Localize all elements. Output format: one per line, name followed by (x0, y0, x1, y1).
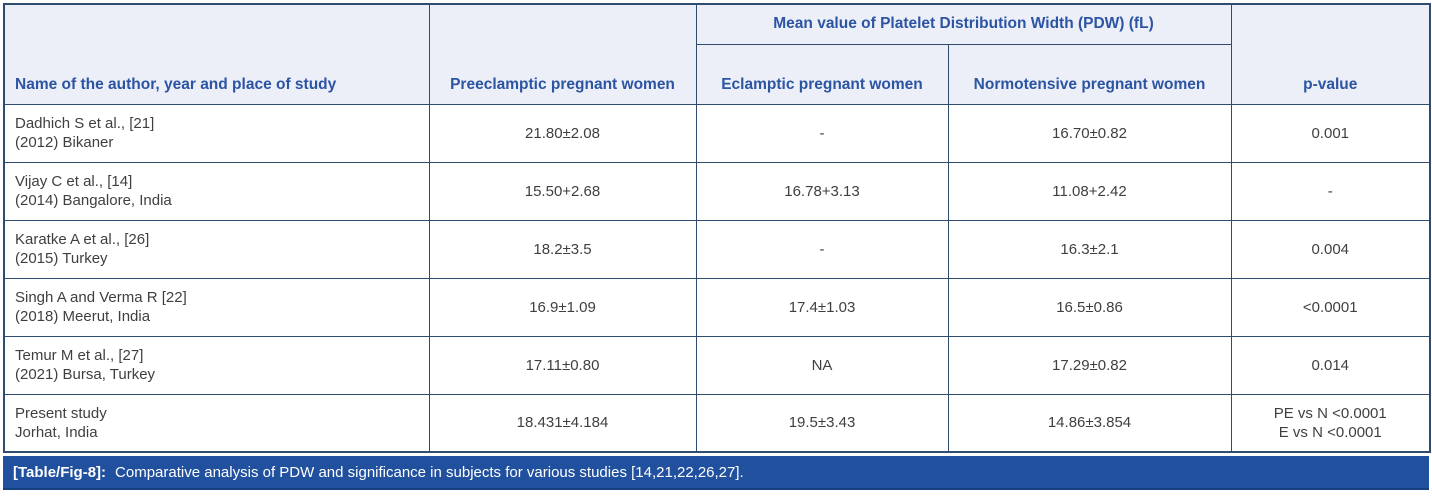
author-name: Vijay C et al., [14] (15, 173, 133, 190)
author-name: Present study (15, 404, 107, 422)
normotensive-value: 16.5±0.86 (947, 277, 1232, 337)
comparison-table: Name of the author, year and place of st… (3, 3, 1431, 453)
col-header-normotensive: Normotensive pregnant women (947, 43, 1232, 105)
col-header-author: Name of the author, year and place of st… (3, 3, 430, 105)
author-cell: Singh A and Verma R [22] (2018) Meerut, … (3, 277, 430, 337)
pvalue-value: PE vs N <0.0001 E vs N <0.0001 (1230, 393, 1431, 453)
author-cell: Temur M et al., [27] (2021) Bursa, Turke… (3, 335, 430, 395)
table-row: Temur M et al., [27] (2021) Bursa, Turke… (3, 335, 1431, 395)
eclamptic-value: - (695, 219, 949, 279)
preeclamptic-value: 21.80±2.08 (428, 103, 697, 163)
pvalue-value: 0.014 (1230, 335, 1431, 395)
caption-label: [Table/Fig-8]: (13, 463, 107, 481)
author-year-place: (2014) Bangalore, India (15, 192, 172, 209)
table-row: Karatke A et al., [26] (2015) Turkey 18.… (3, 219, 1431, 279)
author-year-place: (2021) Bursa, Turkey (15, 366, 156, 383)
author-cell: Present study Jorhat, India (3, 393, 430, 453)
author-cell: Karatke A et al., [26] (2015) Turkey (3, 219, 430, 279)
col-group-header-pdw: Mean value of Platelet Distribution Widt… (695, 3, 1232, 45)
table-row: Present study Jorhat, India 18.431±4.184… (3, 393, 1431, 453)
normotensive-value: 16.70±0.82 (947, 103, 1232, 163)
eclamptic-value: 16.78+3.13 (695, 161, 949, 221)
pvalue-value: <0.0001 (1230, 277, 1431, 337)
preeclamptic-value: 15.50+2.68 (428, 161, 697, 221)
author-year-place: (2015) Turkey (15, 250, 108, 267)
normotensive-value: 16.3±2.1 (947, 219, 1232, 279)
preeclamptic-value: 17.11±0.80 (428, 335, 697, 395)
eclamptic-value: NA (695, 335, 949, 395)
preeclamptic-value: 16.9±1.09 (428, 277, 697, 337)
pvalue-value: 0.001 (1230, 103, 1431, 163)
author-year-place: Jorhat, India (15, 423, 98, 441)
normotensive-value: 14.86±3.854 (947, 393, 1232, 453)
header-row-sub: Eclamptic pregnant women Normotensive pr… (4, 43, 1430, 105)
col-header-pvalue: p-value (1230, 3, 1431, 105)
table-body: Dadhich S et al., [21] (2012) Bikaner 21… (3, 103, 1431, 453)
pvalue-line-e-vs-n: E vs N <0.0001 (1278, 423, 1382, 441)
table-header: Name of the author, year and place of st… (3, 3, 1431, 105)
table-caption: [Table/Fig-8]: Comparative analysis of P… (3, 456, 1429, 490)
table-row: Dadhich S et al., [21] (2012) Bikaner 21… (3, 103, 1431, 163)
normotensive-value: 11.08+2.42 (947, 161, 1232, 221)
preeclamptic-value: 18.431±4.184 (428, 393, 697, 453)
author-name: Temur M et al., [27] (15, 347, 144, 364)
author-name: Karatke A et al., [26] (15, 231, 150, 248)
author-cell: Vijay C et al., [14] (2014) Bangalore, I… (3, 161, 430, 221)
author-name: Dadhich S et al., [21] (15, 115, 155, 132)
eclamptic-value: 17.4±1.03 (695, 277, 949, 337)
pvalue-value: 0.004 (1230, 219, 1431, 279)
header-row-group: Name of the author, year and place of st… (3, 3, 1431, 105)
col-header-preeclamptic: Preeclamptic pregnant women (428, 3, 697, 105)
col-header-eclamptic: Eclamptic pregnant women (695, 43, 949, 105)
author-name: Singh A and Verma R [22] (15, 289, 187, 306)
eclamptic-value: - (695, 103, 949, 163)
caption-text: Comparative analysis of PDW and signific… (115, 463, 744, 481)
pvalue-value: - (1230, 161, 1431, 221)
author-year-place: (2012) Bikaner (15, 134, 114, 151)
author-cell: Dadhich S et al., [21] (2012) Bikaner (3, 103, 430, 163)
author-year-place: (2018) Meerut, India (15, 308, 151, 325)
normotensive-value: 17.29±0.82 (947, 335, 1232, 395)
pvalue-line-pe-vs-n: PE vs N <0.0001 (1273, 404, 1387, 422)
eclamptic-value: 19.5±3.43 (695, 393, 949, 453)
table-row: Singh A and Verma R [22] (2018) Meerut, … (3, 277, 1431, 337)
table-row: Vijay C et al., [14] (2014) Bangalore, I… (3, 161, 1431, 221)
preeclamptic-value: 18.2±3.5 (428, 219, 697, 279)
